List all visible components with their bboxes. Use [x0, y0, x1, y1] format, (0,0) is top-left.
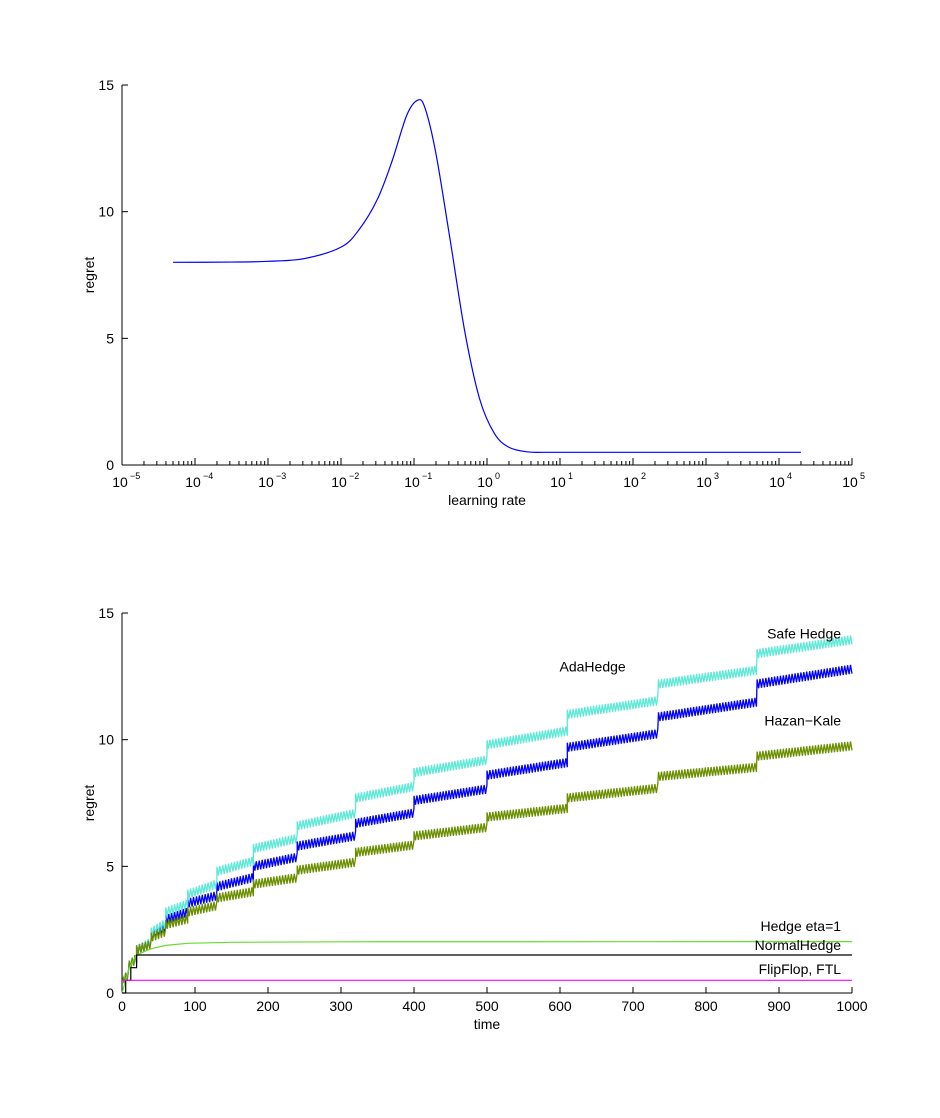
y-axis-label: regret	[81, 785, 97, 822]
series-line-hedge-eta-1	[121, 941, 853, 994]
x-tick-exponent: 3	[714, 471, 719, 481]
y-tick-label: 10	[98, 204, 114, 220]
x-tick-exponent: −5	[130, 471, 140, 481]
x-tick-label: 600	[548, 998, 572, 1014]
series-annotation: Hedge eta=1	[760, 918, 841, 934]
series-line-normalhedge	[122, 954, 852, 994]
x-tick-label: 10	[477, 474, 493, 490]
series-band-safe-hedge	[122, 664, 853, 984]
y-tick-label: 0	[106, 985, 114, 1001]
x-tick-label: 10	[331, 474, 347, 490]
x-tick-label: 10	[404, 474, 420, 490]
series-annotation: FlipFlop, FTL	[759, 961, 842, 977]
x-tick-exponent: 5	[860, 471, 865, 481]
y-tick-label: 0	[106, 457, 114, 473]
x-tick-label: 700	[621, 998, 645, 1014]
y-tick-label: 15	[98, 77, 114, 93]
x-tick-label: 10	[842, 474, 858, 490]
series-band-hazan-kale	[122, 741, 853, 984]
series-annotation: Safe Hedge	[767, 625, 841, 641]
y-tick-label: 5	[106, 858, 114, 874]
y-axis-label: regret	[81, 257, 97, 294]
x-tick-label: 10	[623, 474, 639, 490]
regret-over-time-chart: 0 5 10 15 regret 0 100 200 300 400 500 600 700 800 900…	[81, 605, 868, 1032]
x-tick-label: 10	[258, 474, 274, 490]
x-tick-exponent: 1	[568, 471, 573, 481]
x-tick-label: 10	[112, 474, 128, 490]
x-tick-label: 0	[118, 998, 126, 1014]
y-tick-label: 15	[98, 605, 114, 621]
x-tick-label: 10	[185, 474, 201, 490]
series-line	[173, 99, 801, 453]
x-tick-exponent: −4	[203, 471, 213, 481]
x-tick-exponent: −2	[349, 471, 359, 481]
x-tick-label: 900	[767, 998, 791, 1014]
series-annotation: Hazan−Kale	[764, 713, 841, 729]
x-axis-label: learning rate	[448, 492, 526, 508]
series-band-adahedge	[122, 635, 853, 984]
x-tick-label: 400	[402, 998, 426, 1014]
x-tick-label: 800	[694, 998, 718, 1014]
x-tick-exponent: −3	[276, 471, 286, 481]
x-tick-label: 10	[769, 474, 785, 490]
x-tick-exponent: 2	[641, 471, 646, 481]
x-tick-label: 10	[550, 474, 566, 490]
x-tick-exponent: 0	[495, 471, 500, 481]
x-axis-label: time	[474, 1016, 501, 1032]
y-tick-label: 5	[106, 330, 114, 346]
x-tick-exponent: 4	[787, 471, 792, 481]
series-annotation: NormalHedge	[755, 937, 842, 953]
x-tick-label: 500	[475, 998, 499, 1014]
x-tick-label: 200	[256, 998, 280, 1014]
x-tick-label: 10	[696, 474, 712, 490]
x-tick-exponent: −1	[422, 471, 432, 481]
x-tick-label: 300	[329, 998, 353, 1014]
y-tick-label: 10	[98, 732, 114, 748]
series-annotation: AdaHedge	[560, 658, 626, 674]
x-tick-label: 100	[183, 998, 207, 1014]
x-tick-label: 1000	[836, 998, 867, 1014]
